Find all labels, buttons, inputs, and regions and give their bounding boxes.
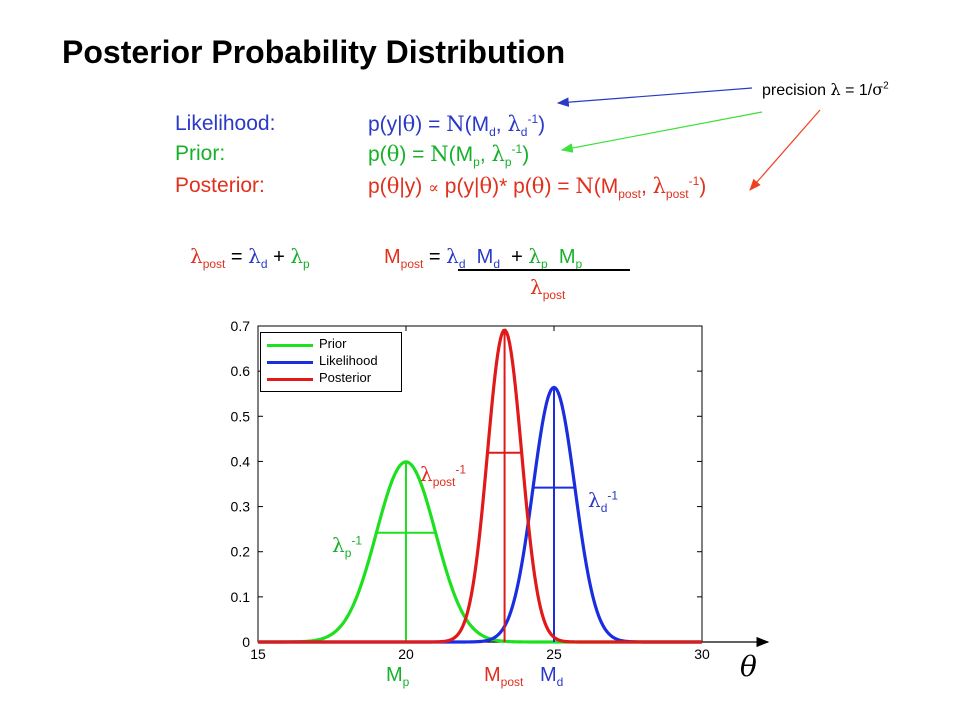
posterior-equation: p(θ|y) ∝ p(y|θ)* p(θ) = N(Mpost, λpost-1… — [368, 174, 707, 202]
precision-note: precision λ = 1/σ2 — [762, 80, 889, 99]
page-title: Posterior Probability Distribution — [62, 34, 566, 70]
arrow-to-prior — [560, 111, 763, 153]
md-label: Md — [540, 664, 564, 689]
lambda-d-inv-label: λd-1 — [588, 488, 619, 515]
arrow-to-likelihood — [556, 87, 753, 107]
y-tick-label: 0.4 — [231, 453, 251, 469]
theta-axis-symbol: θ — [740, 650, 757, 683]
precision-sum-rule: λpost = λd + λp — [190, 244, 310, 271]
fraction-line — [458, 269, 630, 271]
likelihood-curve — [258, 385, 702, 644]
y-tick-label: 0 — [242, 634, 250, 650]
posterior-label: Posterior: — [175, 174, 265, 197]
y-tick-label: 0.5 — [231, 408, 251, 424]
prior-equation: p(θ) = N(Mp, λp-1) — [368, 142, 530, 170]
x-tick-label: 15 — [250, 646, 266, 662]
arrow-to-posterior — [749, 109, 821, 191]
mp-label: Mp — [386, 664, 410, 689]
posterior-curve — [258, 328, 702, 644]
mpost-label: Mpost — [484, 664, 524, 689]
lambda-post-inv-label: λpost-1 — [420, 462, 467, 489]
x-tick-label: 20 — [398, 646, 414, 662]
chart-legend: Prior Likelihood Posterior — [260, 332, 402, 392]
y-tick-label: 0.1 — [231, 589, 251, 605]
prior-curve — [258, 460, 702, 644]
y-tick-label: 0.3 — [231, 499, 251, 515]
likelihood-label: Likelihood: — [175, 112, 276, 135]
mean-rule-denominator: λpost — [530, 275, 566, 302]
y-tick-label: 0.7 — [231, 318, 251, 334]
x-tick-label: 25 — [546, 646, 562, 662]
y-tick-label: 0.6 — [231, 363, 251, 379]
prior-label: Prior: — [175, 142, 226, 165]
mean-rule-numerator: Mpost = λd Md + λp Mp — [384, 244, 583, 271]
likelihood-equation: p(y|θ) = N(Md, λd-1) — [368, 112, 546, 140]
lambda-p-inv-label: λp-1 — [332, 533, 363, 560]
y-tick-label: 0.2 — [231, 544, 251, 560]
x-tick-label: 30 — [694, 646, 710, 662]
